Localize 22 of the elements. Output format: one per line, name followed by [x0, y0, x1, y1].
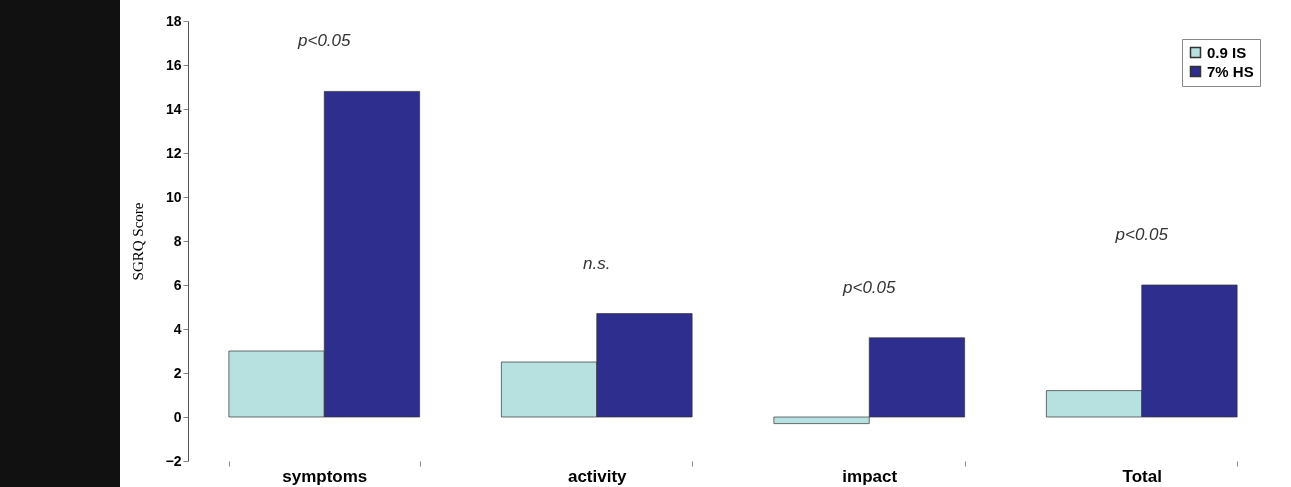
- y-axis-title: SGRQ Score: [129, 202, 146, 281]
- annotation: p<0.05: [842, 277, 897, 297]
- y-tick-label: 10: [165, 188, 182, 205]
- y-tick-label: 8: [173, 232, 182, 249]
- x-tick-label: impact: [842, 466, 898, 486]
- y-tick-label: 14: [165, 100, 182, 117]
- annotation: p<0.05: [297, 31, 352, 51]
- y-tick-label: 12: [165, 144, 182, 161]
- x-tick-label: Total: [1122, 466, 1162, 486]
- legend-label: 7% HS: [1207, 62, 1254, 80]
- y-tick-label: 2: [173, 364, 182, 381]
- x-tick-label: symptoms: [282, 466, 368, 486]
- legend-label: 0.9 IS: [1207, 43, 1247, 61]
- y-tick-label: 18: [165, 12, 182, 29]
- y-tick-label: 4: [173, 320, 182, 337]
- annotation: n.s.: [583, 253, 611, 273]
- annotation: p<0.05: [1114, 225, 1169, 244]
- x-tick-label: activity: [567, 466, 628, 486]
- y-tick-label: 6: [173, 276, 182, 293]
- y-tick-label: 16: [165, 56, 182, 73]
- y-tick-label: −2: [165, 452, 182, 469]
- y-tick-label: 0: [173, 408, 182, 425]
